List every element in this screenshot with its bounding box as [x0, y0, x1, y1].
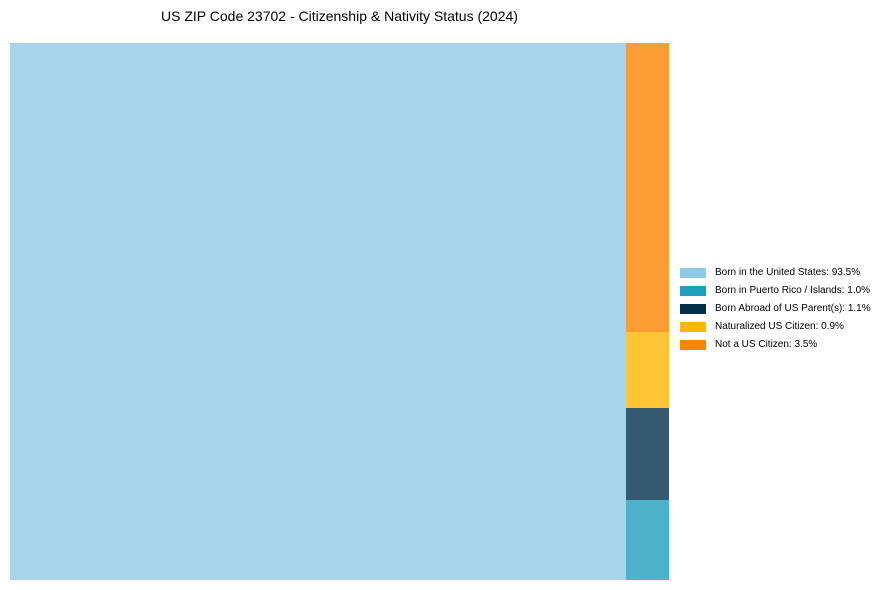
legend-swatch — [680, 268, 706, 278]
legend-label: Naturalized US Citizen: 0.9% — [715, 321, 844, 332]
chart-title: US ZIP Code 23702 - Citizenship & Nativi… — [161, 8, 518, 24]
legend-swatch — [680, 340, 706, 350]
legend-label: Born Abroad of US Parent(s): 1.1% — [715, 303, 871, 314]
legend-swatch — [680, 322, 706, 332]
legend-swatch — [680, 286, 706, 296]
treemap — [10, 43, 669, 580]
legend-label: Not a US Citizen: 3.5% — [715, 339, 818, 350]
tile-born-puerto-rico-islands — [626, 500, 669, 580]
legend-swatch — [680, 304, 706, 314]
legend-label: Born in the United States: 93.5% — [715, 267, 861, 278]
tile-not-us-citizen — [626, 43, 669, 332]
tile-born-in-us — [10, 43, 626, 580]
legend-label: Born in Puerto Rico / Islands: 1.0% — [715, 285, 871, 296]
tile-naturalized-us-citizen — [626, 332, 669, 408]
tile-born-abroad-us-parents — [626, 408, 669, 500]
